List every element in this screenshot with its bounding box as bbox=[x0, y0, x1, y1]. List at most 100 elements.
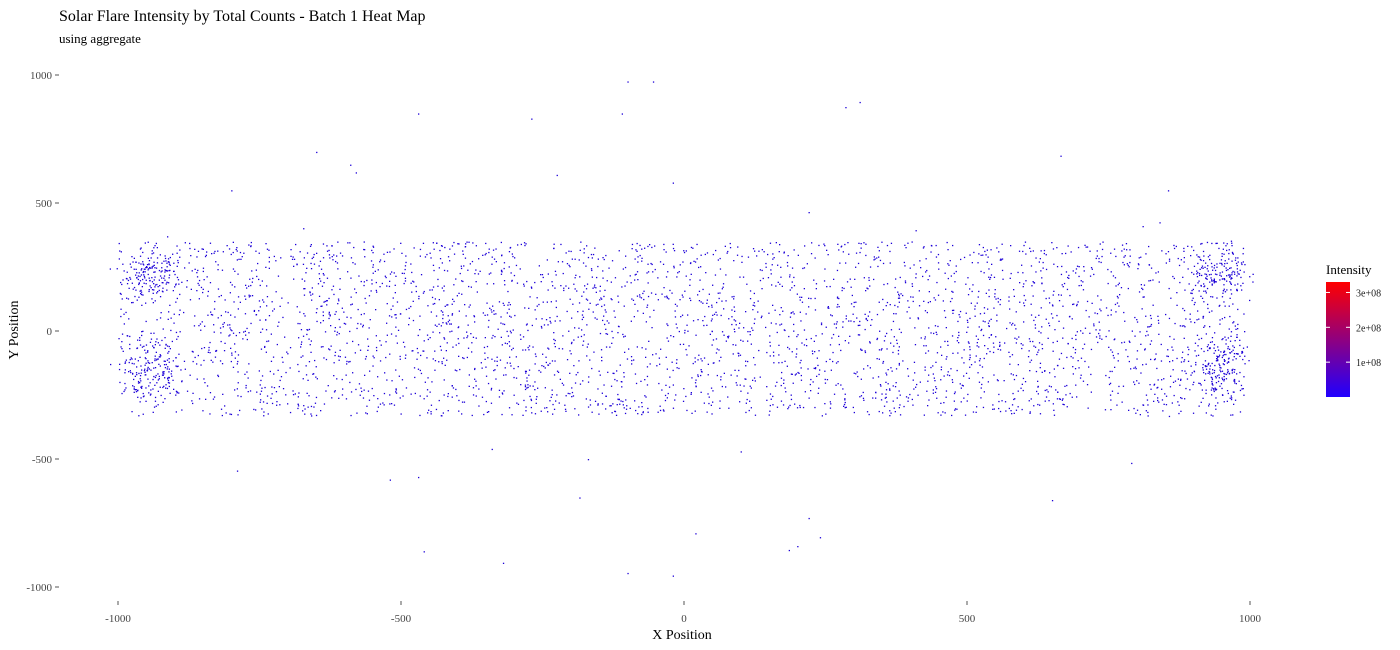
cluster-point bbox=[149, 382, 151, 384]
data-point bbox=[1228, 249, 1230, 251]
cluster-point bbox=[1223, 359, 1225, 361]
data-point bbox=[270, 333, 272, 335]
data-point bbox=[556, 370, 559, 372]
cluster-point bbox=[1241, 388, 1243, 390]
data-point bbox=[360, 387, 362, 389]
data-point bbox=[1169, 361, 1171, 363]
data-point bbox=[872, 377, 874, 379]
data-point bbox=[634, 274, 636, 276]
data-point bbox=[366, 413, 368, 415]
data-point bbox=[1224, 316, 1226, 319]
data-point bbox=[844, 393, 846, 395]
data-point bbox=[237, 414, 239, 416]
data-point bbox=[1233, 403, 1235, 405]
data-point bbox=[745, 411, 747, 414]
cluster-point bbox=[1230, 331, 1233, 333]
data-point bbox=[557, 261, 559, 263]
data-point bbox=[335, 311, 337, 313]
data-point bbox=[997, 297, 999, 300]
data-point bbox=[541, 327, 543, 329]
data-point bbox=[1165, 262, 1167, 264]
data-point bbox=[1173, 394, 1175, 397]
data-point bbox=[424, 256, 427, 258]
cluster-point bbox=[139, 378, 141, 380]
data-point bbox=[246, 287, 248, 289]
cluster-point bbox=[1228, 276, 1231, 278]
data-point bbox=[993, 276, 996, 278]
data-point bbox=[368, 295, 371, 297]
cluster-point bbox=[120, 293, 122, 295]
data-point bbox=[1150, 340, 1153, 342]
outlier-point bbox=[123, 323, 125, 325]
cluster-point bbox=[1216, 273, 1218, 276]
data-point bbox=[948, 374, 951, 377]
data-point bbox=[129, 343, 131, 346]
data-point bbox=[823, 280, 826, 282]
data-point bbox=[789, 404, 791, 407]
data-point bbox=[1148, 245, 1150, 248]
data-point bbox=[131, 411, 133, 413]
data-point bbox=[922, 247, 925, 249]
data-point bbox=[977, 296, 979, 298]
data-point bbox=[1196, 319, 1198, 321]
cluster-point bbox=[1230, 335, 1232, 337]
data-point bbox=[508, 301, 510, 304]
cluster-point bbox=[1230, 278, 1232, 280]
data-point bbox=[996, 314, 998, 316]
data-point bbox=[623, 372, 625, 374]
data-point bbox=[1185, 387, 1187, 390]
data-point bbox=[978, 326, 980, 328]
data-point bbox=[827, 307, 829, 309]
cluster-point bbox=[1206, 287, 1209, 290]
cluster-point bbox=[153, 261, 155, 263]
data-point bbox=[140, 274, 143, 276]
data-point bbox=[321, 305, 323, 307]
data-point bbox=[960, 401, 962, 403]
data-point bbox=[896, 397, 898, 399]
data-point bbox=[176, 276, 179, 279]
data-point bbox=[364, 297, 366, 300]
data-point bbox=[500, 316, 502, 318]
data-point bbox=[360, 313, 362, 316]
data-point bbox=[663, 243, 665, 246]
data-point bbox=[569, 393, 571, 395]
cluster-point bbox=[1225, 269, 1228, 272]
data-point bbox=[1056, 340, 1058, 342]
data-point bbox=[720, 379, 722, 381]
data-point bbox=[264, 346, 266, 348]
data-point bbox=[1183, 337, 1185, 339]
data-point bbox=[1147, 334, 1149, 336]
data-point bbox=[320, 305, 322, 307]
data-point bbox=[589, 399, 591, 401]
data-point bbox=[1040, 332, 1042, 334]
data-point bbox=[758, 250, 760, 252]
data-point bbox=[934, 325, 937, 327]
y-tick-label: 1000 bbox=[30, 70, 53, 82]
data-point bbox=[136, 374, 138, 376]
data-point bbox=[520, 338, 522, 340]
data-point bbox=[816, 375, 818, 377]
data-point bbox=[1142, 296, 1144, 298]
data-point bbox=[156, 319, 158, 321]
data-point bbox=[1088, 366, 1090, 368]
data-point bbox=[1021, 408, 1023, 411]
data-point bbox=[999, 349, 1002, 351]
data-point bbox=[258, 278, 260, 281]
data-point bbox=[587, 343, 589, 345]
outlier-point bbox=[859, 101, 861, 104]
data-point bbox=[551, 281, 553, 283]
data-point bbox=[451, 396, 453, 398]
data-point bbox=[184, 267, 186, 269]
data-point bbox=[119, 250, 121, 252]
data-point bbox=[597, 303, 599, 305]
data-point bbox=[1215, 408, 1217, 410]
data-point bbox=[490, 387, 493, 390]
data-point bbox=[119, 292, 121, 295]
data-point bbox=[924, 310, 927, 312]
data-point bbox=[1226, 390, 1229, 392]
data-point bbox=[145, 344, 148, 346]
data-point bbox=[845, 318, 847, 320]
cluster-point bbox=[1221, 278, 1223, 280]
cluster-point bbox=[125, 387, 127, 389]
data-point bbox=[297, 363, 299, 366]
